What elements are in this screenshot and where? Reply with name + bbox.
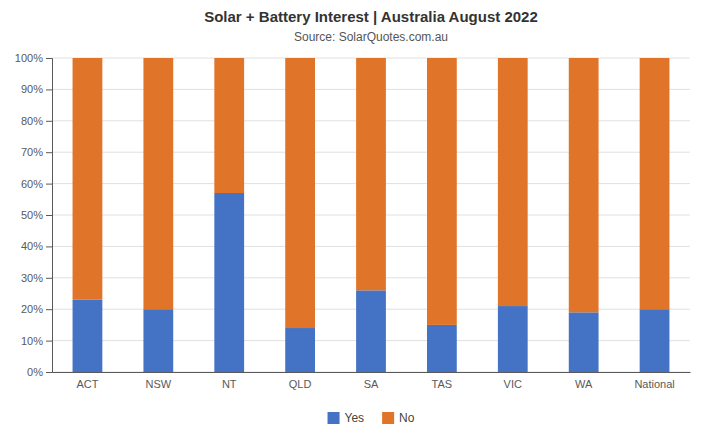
tick-mark	[46, 341, 52, 342]
chart: 0% 10% 20% 30% 40% 50% 60% 70% 80% 90% 100% ACT NSW N…	[0, 0, 706, 442]
bar-segment	[214, 58, 244, 193]
bar-segment	[498, 306, 528, 372]
tick: ACT	[76, 372, 98, 390]
tick: SA	[364, 372, 379, 390]
tick: NSW	[145, 372, 171, 390]
plot-area: 0% 10% 20% 30% 40% 50% 60% 70% 80% 90% 100% ACT NSW N…	[15, 52, 691, 390]
title: Solar + Battery Interest | Australia Aug…	[204, 8, 538, 25]
tick-label: 60%	[21, 178, 43, 190]
bar-segment	[214, 193, 244, 372]
tick-mark	[46, 278, 52, 279]
tick: 20%	[21, 303, 52, 315]
legend-label: Yes	[345, 411, 365, 425]
bar-segment	[427, 325, 457, 372]
tick: 70%	[21, 146, 52, 158]
tick: TAS	[432, 372, 453, 390]
tick: 10%	[21, 335, 52, 347]
tick-label: TAS	[432, 378, 453, 390]
tick: 50%	[21, 209, 52, 221]
tick: 60%	[21, 178, 52, 190]
tick: 100%	[15, 52, 52, 64]
axis-line	[46, 59, 53, 373]
tick: National	[634, 372, 674, 390]
bar-segment	[73, 58, 103, 300]
tick-label: 10%	[21, 335, 43, 347]
legend-label: No	[399, 411, 415, 425]
tick-mark	[46, 184, 52, 185]
bar-segment	[73, 300, 103, 372]
subtitle: Source: SolarQuotes.com.au	[294, 30, 448, 44]
tick-label: SA	[364, 378, 379, 390]
legend-item: No	[382, 411, 415, 425]
bar-segment	[143, 309, 173, 372]
tick-label: QLD	[289, 378, 312, 390]
y-axis: 0% 10% 20% 30% 40% 50% 60% 70% 80% 90% 100%	[15, 52, 53, 378]
tick-mark	[46, 89, 52, 90]
axis-line	[53, 372, 691, 373]
tick: QLD	[289, 372, 312, 390]
tick-label: NSW	[145, 378, 171, 390]
bar-segment	[356, 290, 386, 372]
bar-segment	[640, 309, 670, 372]
tick: 80%	[21, 115, 52, 127]
legend-swatch	[382, 412, 394, 424]
tick-mark	[46, 152, 52, 153]
legend-swatch	[328, 412, 340, 424]
x-axis: ACT NSW NT QLD SA TAS VIC WA National	[53, 372, 691, 390]
tick-mark	[46, 372, 52, 373]
tick-label: National	[634, 378, 674, 390]
tick-mark	[46, 121, 52, 122]
bar-segment	[427, 58, 457, 325]
bar-segment	[640, 58, 670, 309]
tick-label: 0%	[27, 366, 43, 378]
tick-mark	[46, 58, 52, 59]
tick-label: VIC	[504, 378, 522, 390]
tick: 0%	[27, 366, 52, 378]
tick: 40%	[21, 240, 52, 252]
tick-label: ACT	[76, 378, 98, 390]
tick: 30%	[21, 272, 52, 284]
tick-label: NT	[222, 378, 237, 390]
bar-segment	[285, 328, 315, 372]
tick: VIC	[504, 372, 522, 390]
bar-segment	[569, 58, 599, 312]
tick-label: 70%	[21, 146, 43, 158]
bar-segment	[356, 58, 386, 290]
tick-mark	[46, 246, 52, 247]
tick-mark	[46, 215, 52, 216]
tick-label: 40%	[21, 240, 43, 252]
bar-segment	[143, 58, 173, 309]
tick-label: 50%	[21, 209, 43, 221]
bar-segment	[285, 58, 315, 328]
tick: 90%	[21, 83, 52, 95]
tick-label: 80%	[21, 115, 43, 127]
tick: WA	[575, 372, 593, 390]
tick-label: 100%	[15, 52, 43, 64]
tick-label: 20%	[21, 303, 43, 315]
tick-label: 90%	[21, 83, 43, 95]
bar-segment	[498, 58, 528, 306]
bar-segment	[569, 312, 599, 372]
tick-mark	[46, 309, 52, 310]
grid	[52, 58, 690, 372]
tick-label: WA	[575, 378, 593, 390]
legend-item: Yes	[328, 411, 365, 425]
tick: NT	[222, 372, 237, 390]
bars	[73, 58, 670, 372]
legend: Yes No	[328, 411, 415, 425]
series	[73, 58, 670, 328]
tick-label: 30%	[21, 272, 43, 284]
